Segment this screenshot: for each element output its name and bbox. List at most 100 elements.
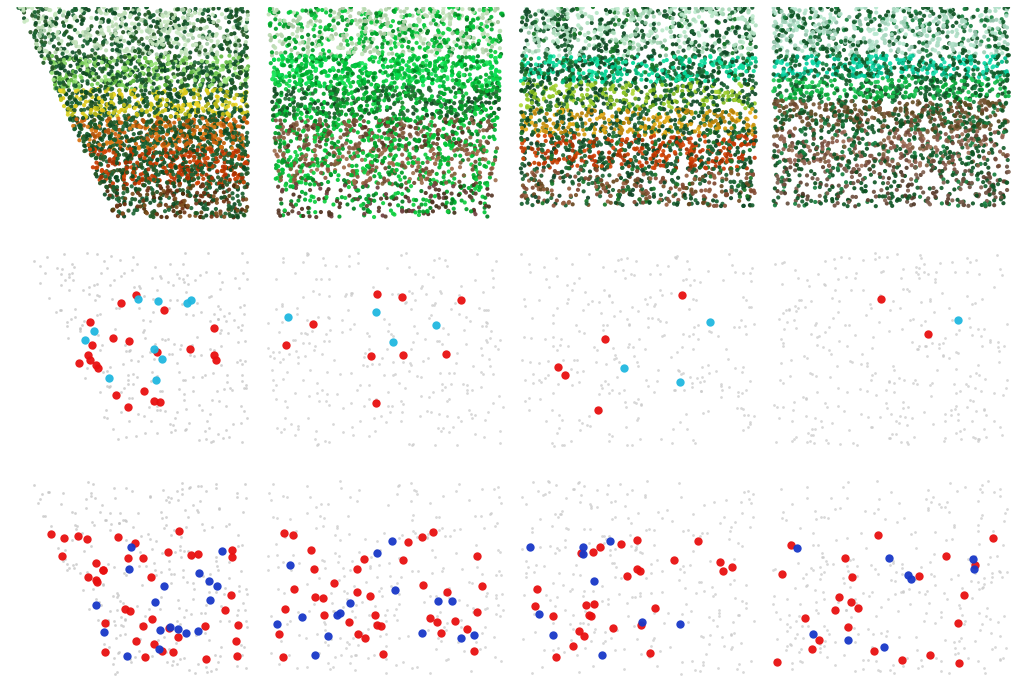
Point: [568, 81, 585, 92]
Point: [367, 139, 383, 150]
Point: [607, 42, 624, 53]
Point: [743, 165, 760, 176]
Point: [949, 131, 966, 142]
Point: [427, 59, 443, 70]
Point: [143, 82, 160, 93]
Point: [868, 69, 885, 80]
Point: [652, 190, 669, 201]
Point: [711, 608, 727, 619]
Point: [925, 60, 941, 71]
Point: [383, 43, 399, 54]
Point: [958, 18, 975, 29]
Point: [120, 57, 136, 68]
Point: [230, 153, 247, 164]
Point: [639, 140, 655, 152]
Point: [646, 65, 663, 76]
Point: [561, 118, 578, 129]
Point: [791, 200, 807, 211]
Point: [190, 57, 207, 69]
Point: [641, 7, 657, 18]
Point: [139, 26, 156, 37]
Point: [983, 29, 999, 40]
Point: [893, 655, 909, 666]
Point: [579, 71, 595, 82]
Point: [339, 176, 355, 187]
Point: [236, 176, 252, 188]
Point: [95, 126, 112, 137]
Point: [86, 36, 102, 47]
Point: [987, 43, 1004, 54]
Point: [529, 486, 546, 497]
Point: [898, 110, 914, 121]
Point: [226, 63, 243, 74]
Point: [558, 138, 574, 149]
Point: [675, 181, 691, 192]
Point: [388, 659, 404, 670]
Point: [948, 93, 965, 104]
Point: [680, 152, 696, 163]
Point: [336, 129, 352, 140]
Point: [744, 13, 761, 24]
Point: [80, 78, 96, 89]
Point: [341, 528, 357, 539]
Point: [516, 182, 532, 193]
Point: [607, 4, 624, 15]
Point: [719, 62, 735, 73]
Point: [166, 338, 182, 349]
Point: [301, 106, 317, 117]
Point: [694, 145, 711, 156]
Point: [164, 622, 180, 633]
Point: [676, 190, 692, 201]
Point: [152, 160, 168, 171]
Point: [446, 116, 463, 127]
Point: [455, 3, 471, 15]
Point: [621, 161, 637, 172]
Point: [430, 632, 446, 644]
Point: [129, 121, 145, 132]
Point: [217, 126, 233, 137]
Point: [820, 127, 837, 138]
Point: [932, 27, 948, 38]
Point: [475, 47, 492, 58]
Point: [30, 12, 46, 24]
Point: [991, 67, 1008, 78]
Point: [381, 89, 397, 100]
Point: [724, 90, 740, 101]
Point: [297, 154, 313, 165]
Point: [212, 22, 228, 33]
Point: [877, 513, 893, 525]
Point: [862, 302, 879, 313]
Point: [121, 28, 137, 39]
Point: [928, 142, 944, 153]
Point: [834, 98, 850, 109]
Point: [360, 35, 377, 46]
Point: [552, 31, 568, 42]
Point: [628, 136, 644, 147]
Point: [60, 332, 77, 343]
Point: [174, 89, 190, 100]
Point: [658, 125, 675, 136]
Point: [176, 129, 193, 140]
Point: [643, 51, 659, 62]
Point: [74, 75, 90, 86]
Point: [104, 73, 121, 84]
Point: [49, 44, 66, 55]
Point: [616, 33, 633, 44]
Point: [144, 170, 161, 181]
Point: [70, 113, 86, 124]
Point: [55, 82, 72, 93]
Point: [952, 102, 969, 113]
Point: [425, 138, 441, 149]
Point: [562, 136, 579, 147]
Point: [924, 165, 940, 176]
Point: [745, 411, 762, 422]
Point: [630, 412, 646, 424]
Point: [161, 58, 177, 69]
Point: [862, 25, 879, 36]
Point: [575, 165, 592, 176]
Point: [811, 68, 827, 79]
Point: [809, 51, 825, 62]
Point: [157, 24, 173, 35]
Point: [950, 107, 967, 118]
Point: [811, 26, 827, 37]
